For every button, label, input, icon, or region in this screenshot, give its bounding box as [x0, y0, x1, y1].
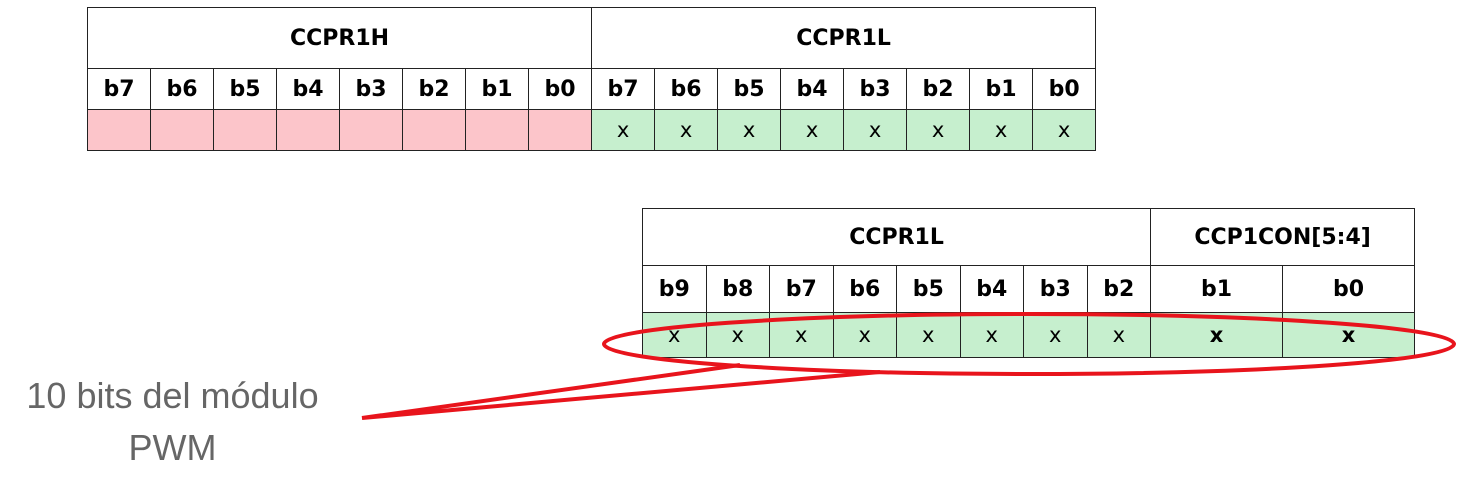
ccpr1h-bit-label: b4 [276, 68, 340, 110]
ccpr1h-bit-value [213, 109, 277, 151]
ccpr1h-bit-value [465, 109, 529, 151]
callout-line-1: 10 bits del módulo [26, 375, 319, 416]
callout-line-2: PWM [128, 427, 217, 468]
ccpr1l-header: CCPR1L [641, 208, 1152, 266]
pwm-bit-value: x [832, 312, 897, 358]
pwm-bit-value: x [642, 312, 707, 358]
ccpr1l-bit-value: x [591, 109, 656, 151]
pwm-bit-label: b7 [769, 265, 834, 313]
ccpr1h-header: CCPR1H [86, 7, 593, 69]
ccpr1l-header: CCPR1L [591, 7, 1097, 69]
ccpr1h-bit-label: b0 [527, 68, 593, 110]
ccp1con-bit-label: b1 [1150, 265, 1284, 313]
ccpr1h-bit-value [150, 109, 214, 151]
highlight-ellipse [602, 312, 1456, 376]
ccpr1l-bit-value: x [906, 109, 971, 151]
pwm-bit-label: b4 [959, 265, 1024, 313]
pwm-bit-value: x [896, 312, 961, 358]
pwm-bit-label: b2 [1086, 265, 1152, 313]
ccpr1l-bit-value: x [717, 109, 782, 151]
ccpr1l-bit-value: x [780, 109, 845, 151]
pwm-bit-label: b6 [832, 265, 897, 313]
callout-label: 10 bits del módulo PWM [0, 370, 345, 474]
ccpr1h-bit-value [527, 109, 593, 151]
ccpr1l-bit-label: b7 [591, 68, 656, 110]
pwm-bit-value: x [1023, 312, 1088, 358]
ccpr1l-bit-value: x [843, 109, 908, 151]
pwm-bit-label: b5 [896, 265, 961, 313]
pwm-bit-label: b8 [705, 265, 770, 313]
ccp1con-bit-label: b0 [1282, 265, 1416, 313]
ccpr1h-bit-label: b7 [87, 68, 151, 110]
ccpr1-register-table: CCPR1H CCPR1L b7 b6 b5 b4 b3 b2 b1 b0 b7… [86, 7, 1097, 151]
ccpr1h-bit-label: b2 [402, 68, 466, 110]
ccpr1h-bit-value [339, 109, 403, 151]
ccpr1h-bit-value [87, 109, 151, 151]
ccpr1l-bit-value: x [654, 109, 719, 151]
ccp1con-bit-value: x [1282, 312, 1416, 358]
ccpr1l-bit-label: b6 [654, 68, 719, 110]
ccpr1l-bit-label: b1 [969, 68, 1034, 110]
ccpr1h-bit-value [276, 109, 340, 151]
ccpr1h-bit-value [402, 109, 466, 151]
pwm-bit-label: b9 [642, 265, 707, 313]
ccp1con-header: CCP1CON[5:4] [1150, 208, 1416, 266]
ccpr1l-bit-value: x [969, 109, 1034, 151]
ccpr1l-bit-value: x [1032, 109, 1097, 151]
ccpr1l-bit-label: b0 [1032, 68, 1097, 110]
callout-pointer [361, 363, 881, 420]
